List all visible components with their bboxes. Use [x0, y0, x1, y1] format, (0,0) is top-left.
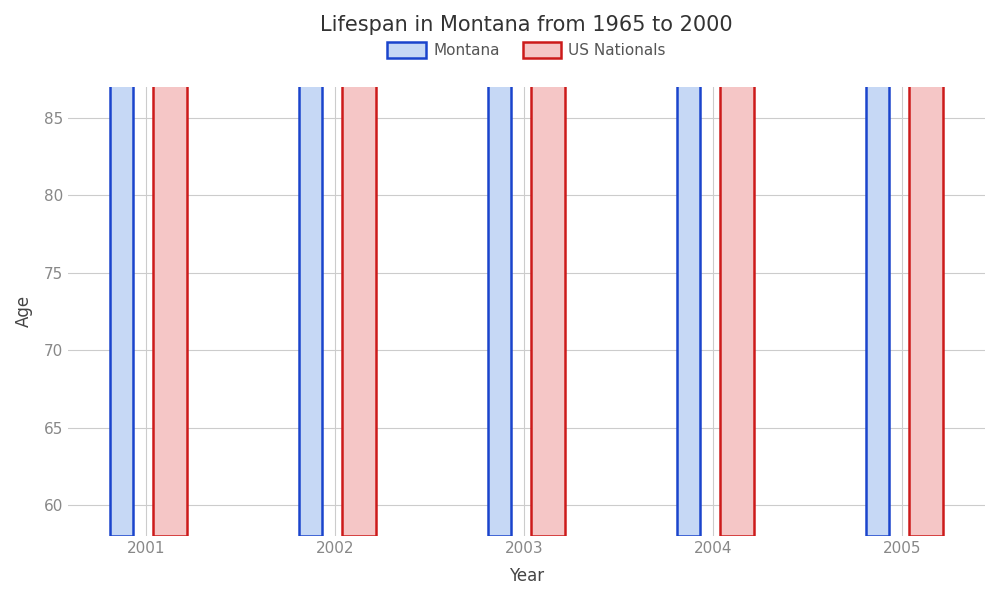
Legend: Montana, US Nationals: Montana, US Nationals	[381, 36, 672, 64]
Bar	[110, 0, 133, 536]
Bar	[866, 0, 889, 536]
X-axis label: Year: Year	[509, 567, 544, 585]
Bar	[153, 0, 187, 536]
Bar	[299, 0, 322, 536]
Title: Lifespan in Montana from 1965 to 2000: Lifespan in Montana from 1965 to 2000	[320, 15, 733, 35]
Y-axis label: Age: Age	[15, 295, 33, 328]
Bar	[720, 0, 754, 536]
Bar	[909, 0, 943, 536]
Bar	[677, 0, 700, 536]
Bar	[531, 0, 565, 536]
Bar	[488, 0, 511, 536]
Bar	[342, 0, 376, 536]
